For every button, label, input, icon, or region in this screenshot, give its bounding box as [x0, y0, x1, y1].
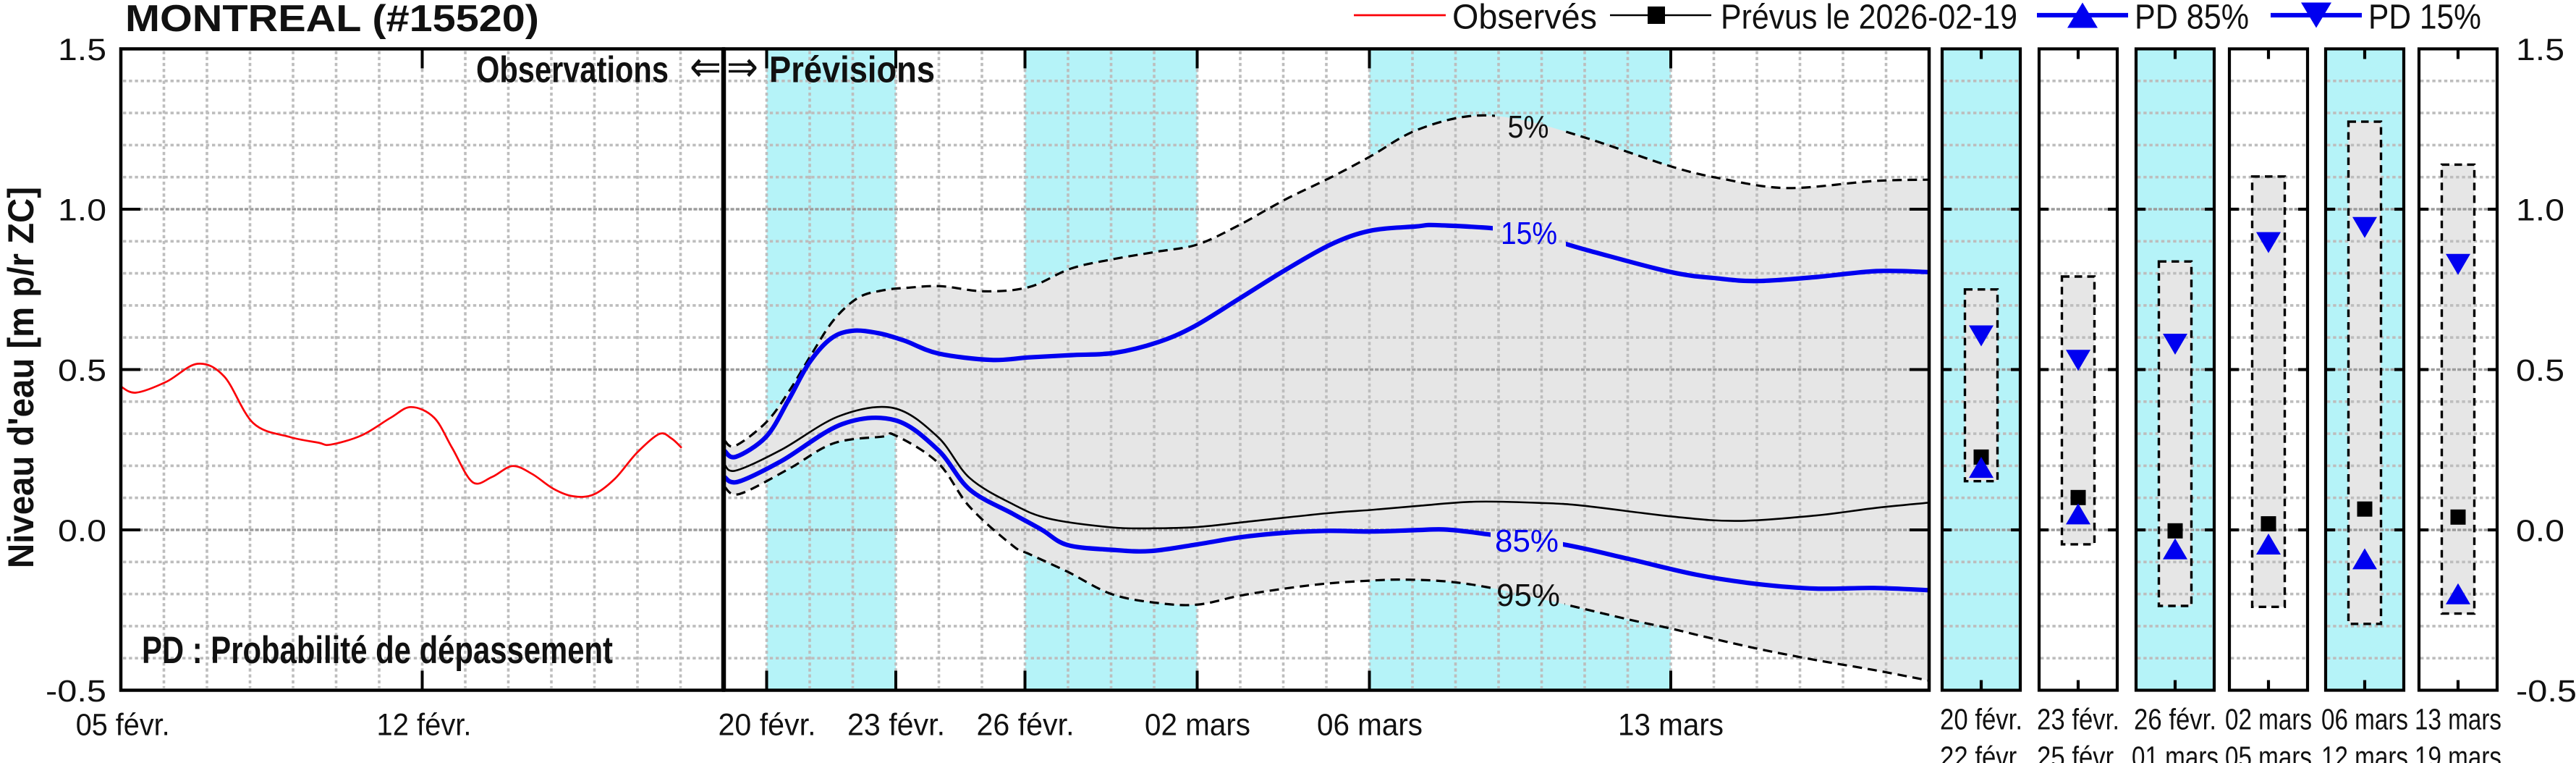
svg-text:13 mars: 13 mars [1618, 708, 1724, 743]
svg-text:0.5: 0.5 [2516, 353, 2564, 388]
svg-text:05 mars: 05 mars [2225, 741, 2312, 763]
svg-text:⇒: ⇒ [726, 43, 758, 90]
svg-text:5%: 5% [1508, 109, 1549, 145]
svg-text:1.5: 1.5 [58, 33, 106, 67]
svg-text:12 mars: 12 mars [2321, 741, 2408, 763]
svg-text:PD : Probabilité de dépassemen: PD : Probabilité de dépassement [142, 629, 613, 672]
svg-text:1.0: 1.0 [58, 193, 106, 228]
svg-text:01 mars: 01 mars [2132, 741, 2219, 763]
svg-text:85%: 85% [1495, 523, 1559, 559]
svg-text:95%: 95% [1496, 578, 1560, 613]
svg-text:Niveau d'eau [m p/r ZC]: Niveau d'eau [m p/r ZC] [1, 187, 41, 568]
svg-text:06 mars: 06 mars [2321, 703, 2408, 736]
svg-text:Prévus le 2026-02-19: Prévus le 2026-02-19 [1721, 0, 2017, 37]
svg-text:-0.5: -0.5 [46, 674, 106, 709]
svg-text:1.5: 1.5 [2516, 33, 2564, 67]
svg-text:25 févr.: 25 févr. [2037, 741, 2119, 763]
svg-text:02 mars: 02 mars [1145, 708, 1250, 743]
svg-text:15%: 15% [1501, 216, 1557, 251]
svg-text:12 févr.: 12 févr. [377, 708, 472, 743]
svg-text:1.0: 1.0 [2516, 193, 2564, 228]
svg-text:26 févr.: 26 févr. [977, 708, 1075, 743]
svg-text:⇐: ⇐ [690, 43, 721, 90]
svg-text:-0.5: -0.5 [2516, 674, 2576, 709]
svg-text:20 févr.: 20 févr. [1940, 703, 2022, 736]
svg-text:13 mars: 13 mars [2415, 703, 2501, 736]
svg-text:06 mars: 06 mars [1317, 708, 1423, 743]
svg-text:MONTREAL (#15520): MONTREAL (#15520) [125, 0, 539, 40]
svg-text:22 févr.: 22 févr. [1940, 741, 2022, 763]
svg-text:05 févr.: 05 févr. [76, 708, 170, 743]
svg-text:PD 15%: PD 15% [2368, 0, 2481, 37]
svg-text:0.0: 0.0 [2516, 514, 2564, 549]
svg-text:Prévisions: Prévisions [769, 49, 935, 90]
svg-text:PD 85%: PD 85% [2135, 0, 2249, 37]
svg-text:0.5: 0.5 [58, 353, 106, 388]
svg-text:23 févr.: 23 févr. [847, 708, 945, 743]
svg-text:26 févr.: 26 févr. [2134, 703, 2216, 736]
svg-text:19 mars: 19 mars [2415, 741, 2501, 763]
svg-text:Observations: Observations [476, 49, 669, 90]
svg-text:Observés: Observés [1452, 0, 1597, 37]
svg-text:23 févr.: 23 févr. [2037, 703, 2119, 736]
svg-text:02 mars: 02 mars [2225, 703, 2312, 736]
svg-text:0.0: 0.0 [58, 514, 106, 549]
svg-text:20 févr.: 20 févr. [719, 708, 816, 743]
